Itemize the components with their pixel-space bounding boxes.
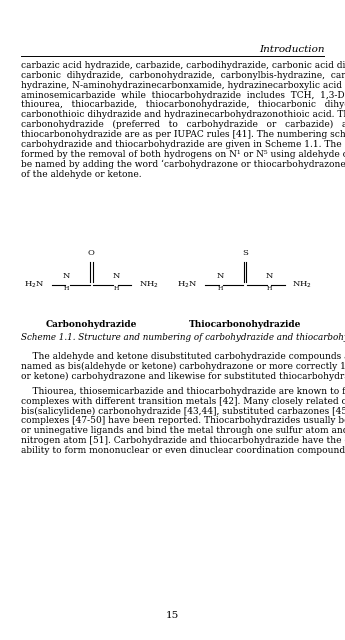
Text: 15: 15 [166,611,179,620]
Text: aminosemicarbazide  while  thiocarbohydrazide  includes  TCH,  1,3-Diamino-2-: aminosemicarbazide while thiocarbohydraz… [21,90,345,100]
Text: complexes [47-50] have been reported. Thiocarbohydrazides usually behave as neut: complexes [47-50] have been reported. Th… [21,417,345,426]
Text: Scheme 1.1. Structure and numbering of carbohydrazide and thiocarbohydrazide.: Scheme 1.1. Structure and numbering of c… [21,333,345,342]
Text: carbonohydrazide   (preferred   to   carbohydrazide   or   carbazide)   and: carbonohydrazide (preferred to carbohydr… [21,120,345,129]
Text: hydrazine, N-aminohydrazinecarbonxamide, hydrazinecarboxylic acid hydrazide and : hydrazine, N-aminohydrazinecarbonxamide,… [21,81,345,90]
Text: NH$_2$: NH$_2$ [293,280,312,290]
Text: S: S [242,248,248,257]
Text: or ketone) carbohydrazone and likewise for substituted thiocarbohydrazides.: or ketone) carbohydrazone and likewise f… [21,372,345,381]
Text: thiocarbonohydrazide are as per IUPAC rules [41]. The numbering scheme of: thiocarbonohydrazide are as per IUPAC ru… [21,131,345,140]
Text: complexes with different transition metals [42]. Many closely related compounds : complexes with different transition meta… [21,397,345,406]
Text: of the aldehyde or ketone.: of the aldehyde or ketone. [21,170,141,179]
Text: H: H [114,286,119,291]
Text: O: O [88,248,95,257]
Text: bis(salicylidene) carbonohydrazide [43,44], substituted carbazones [45,46] and t: bis(salicylidene) carbonohydrazide [43,4… [21,406,345,416]
Text: N: N [63,273,70,280]
Text: H: H [218,286,223,291]
Text: N: N [217,273,224,280]
Text: be named by adding the word ‘carbohydrazone or thiocarbohydrazone’ after the nam: be named by adding the word ‘carbohydraz… [21,160,345,170]
Text: carbazic acid hydrazide, carbazide, carbodihydrazide, carbonic acid dihydrazide,: carbazic acid hydrazide, carbazide, carb… [21,61,345,70]
Text: N: N [112,273,120,280]
Text: H$_2$N: H$_2$N [177,280,197,290]
Text: NH$_2$: NH$_2$ [139,280,159,290]
Text: Introduction: Introduction [259,45,324,54]
Text: Thiourea, thiosemicarbazide and thiocarbohydrazide are known to form: Thiourea, thiosemicarbazide and thiocarb… [21,387,345,396]
Text: ability to form mononuclear or even dinuclear coordination compounds [52]. Repor: ability to form mononuclear or even dinu… [21,446,345,455]
Text: or uninegative ligands and bind the metal through one sulfur atom and one hydraz: or uninegative ligands and bind the meta… [21,426,345,435]
Text: The aldehyde and ketone disubstituted carbohydrazide compounds are thus: The aldehyde and ketone disubstituted ca… [21,352,345,361]
Text: H$_2$N: H$_2$N [24,280,44,290]
Text: H: H [64,286,69,291]
Text: nitrogen atom [51]. Carbohydrazide and thiocarbohydrazide have the coordination: nitrogen atom [51]. Carbohydrazide and t… [21,436,345,445]
Text: named as bis(aldehyde or ketone) carbohydrazone or more correctly 1,5-bis(aldehy: named as bis(aldehyde or ketone) carbohy… [21,362,345,371]
Text: Carbonohydrazide: Carbonohydrazide [46,320,137,329]
Text: Thiocarbonohydrazide: Thiocarbonohydrazide [189,320,301,329]
Text: carbohydrazide and thiocarbohydrazide are given in Scheme 1.1. The derivatives: carbohydrazide and thiocarbohydrazide ar… [21,140,345,149]
Text: formed by the removal of both hydrogens on N¹ or N⁵ using aldehyde or ketone may: formed by the removal of both hydrogens … [21,150,345,159]
Text: N: N [266,273,273,280]
Text: carbonic  dihydrazide,  carbonohydrazide,  carbonylbis-hydrazine,  carbonyldi-: carbonic dihydrazide, carbonohydrazide, … [21,71,345,80]
Text: carbonothioic dihydrazide and hydrazinecarbohydrazonothioic acid. The names: carbonothioic dihydrazide and hydrazinec… [21,111,345,120]
Text: thiourea,   thiocarbazide,   thiocarbonohydrazide,   thiocarbonic   dihydrazide,: thiourea, thiocarbazide, thiocarbonohydr… [21,100,345,109]
Text: H: H [267,286,272,291]
